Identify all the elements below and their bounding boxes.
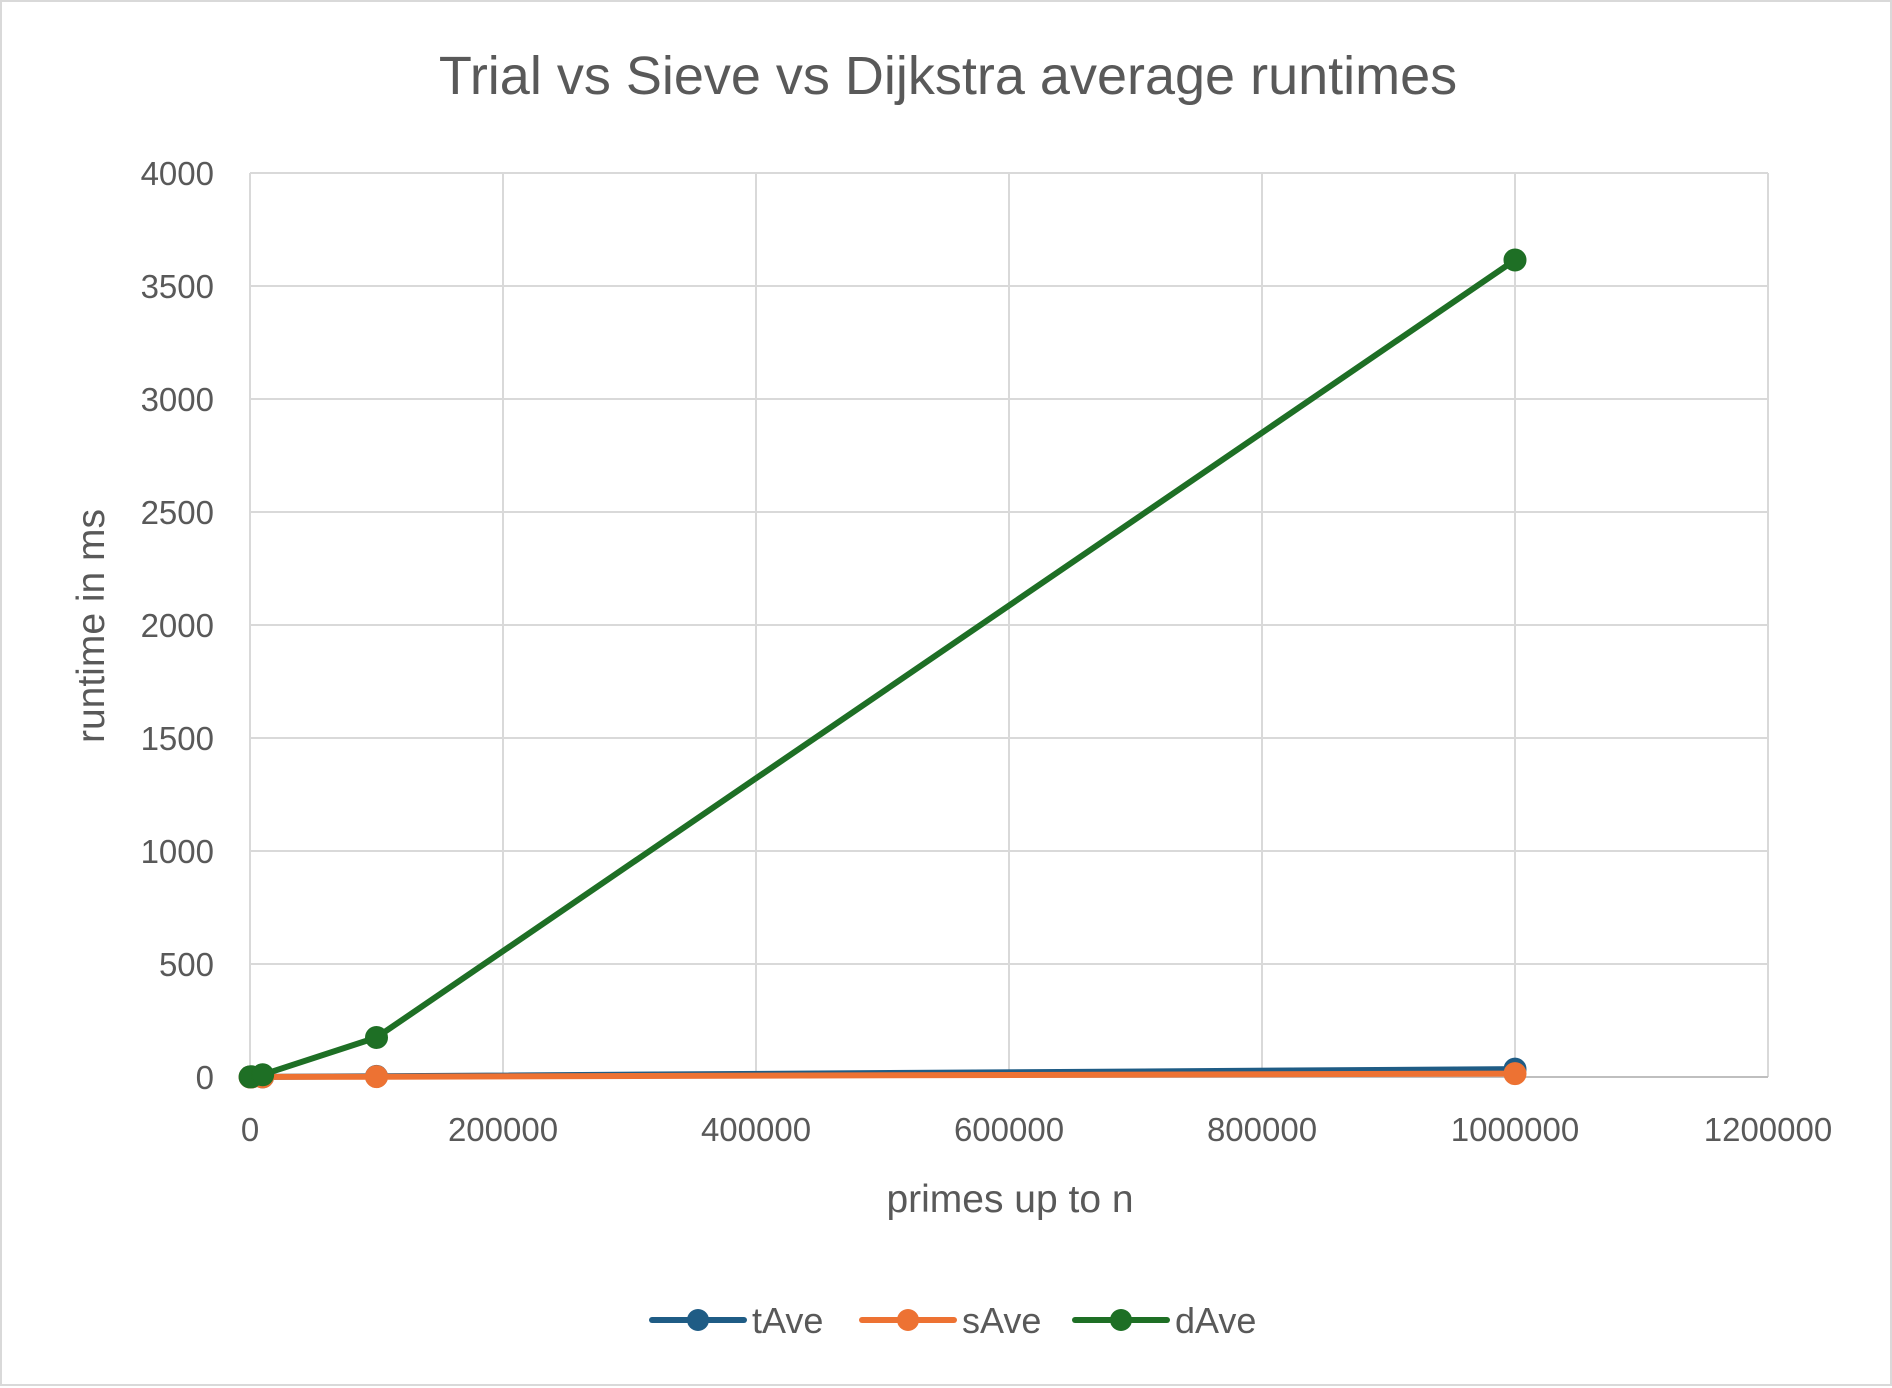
series-line-dAve xyxy=(247,257,1518,1080)
x-tick-label: 1000000 xyxy=(1451,1111,1579,1148)
data-point-dAve xyxy=(1503,248,1527,272)
x-tick-label: 0 xyxy=(241,1111,259,1148)
legend-label: sAve xyxy=(962,1300,1041,1341)
grid-layer xyxy=(250,172,1769,1077)
series-sAve xyxy=(238,1062,1527,1089)
series-layer xyxy=(238,248,1527,1089)
series-dAve xyxy=(238,248,1527,1089)
legend-swatch-marker xyxy=(1110,1309,1132,1331)
data-point-dAve xyxy=(251,1063,275,1087)
x-tick-label: 800000 xyxy=(1207,1111,1317,1148)
tick-labels: 0 500 1000 1500 2000 2500 3000 3500 4000 0 200000 4… xyxy=(141,155,1833,1148)
data-point-sAve xyxy=(365,1065,388,1089)
y-tick-label: 3000 xyxy=(141,381,214,418)
x-tick-label: 400000 xyxy=(701,1111,811,1148)
legend-item-sAve: sAve xyxy=(859,1300,1041,1341)
legend-label: dAve xyxy=(1175,1300,1256,1341)
legend-item-tAve: tAve xyxy=(649,1300,823,1341)
series-line-sAve xyxy=(247,1070,1518,1080)
data-point-dAve xyxy=(365,1025,388,1049)
y-tick-label: 2500 xyxy=(141,494,214,531)
chart-title: Trial vs Sieve vs Dijkstra average runti… xyxy=(439,46,1457,106)
legend-item-dAve: dAve xyxy=(1072,1300,1256,1341)
legend-label: tAve xyxy=(752,1300,823,1341)
x-tick-label: 600000 xyxy=(954,1111,1064,1148)
y-tick-label: 1500 xyxy=(141,720,214,757)
y-axis-title: runtime in ms xyxy=(70,509,113,743)
y-tick-label: 0 xyxy=(196,1059,214,1096)
y-tick-label: 4000 xyxy=(141,155,214,192)
x-tick-label: 1200000 xyxy=(1704,1111,1832,1148)
data-point-sAve xyxy=(1503,1062,1527,1086)
y-tick-label: 500 xyxy=(159,946,214,983)
legend-swatch-marker xyxy=(687,1309,709,1331)
x-axis-title: primes up to n xyxy=(886,1178,1133,1221)
y-tick-label: 1000 xyxy=(141,833,214,870)
y-tick-label: 3500 xyxy=(141,268,214,305)
x-tick-label: 200000 xyxy=(448,1111,558,1148)
legend-swatch-marker xyxy=(897,1309,919,1331)
y-tick-label: 2000 xyxy=(141,607,214,644)
legend: tAve sAve dAve xyxy=(649,1300,1256,1341)
